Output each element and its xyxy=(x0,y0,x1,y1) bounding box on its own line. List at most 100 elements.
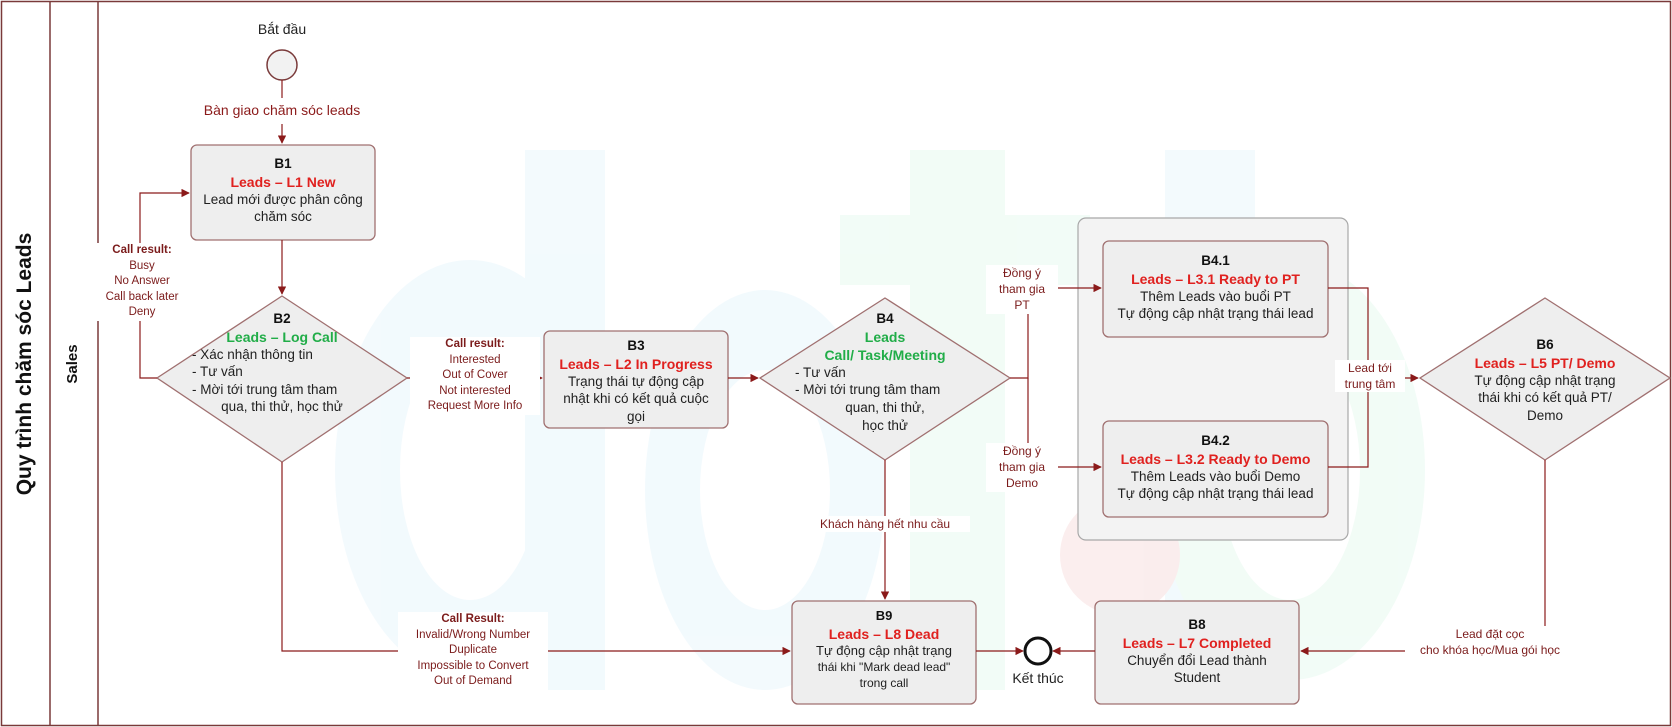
b8-line: Student xyxy=(1173,670,1221,686)
edge-b2-to-b9 xyxy=(281,462,791,656)
b42-line: Thêm Leads vào buổi Demo xyxy=(1130,468,1301,484)
b9-line: trong call xyxy=(859,675,909,690)
b1-line: chăm sóc xyxy=(254,209,312,225)
loop-back-line: Busy xyxy=(129,259,155,272)
b2-to-b3-title: Call result: xyxy=(445,338,505,350)
b3-box[interactable] xyxy=(543,330,729,429)
b9-box[interactable] xyxy=(791,600,977,705)
b4-to-b42-line: tham gia xyxy=(998,460,1046,475)
b2-to-b9-label: Call Result: Invalid/Wrong Number Duplic… xyxy=(398,612,548,690)
start-edge-label: Bàn giao chăm sóc leads xyxy=(177,102,387,120)
b2-to-b3-label: Call result: Interested Out of Cover Not… xyxy=(410,337,540,415)
b6-line: Tự động cập nhật trạng xyxy=(1474,372,1616,388)
b4-line: quan, thi thử, xyxy=(845,400,925,416)
start-event[interactable] xyxy=(266,49,298,81)
b6-status: Leads – L5 PT/ Demo xyxy=(1474,354,1616,371)
b41-box[interactable] xyxy=(1102,240,1329,338)
lane-title: Sales xyxy=(64,344,81,384)
start-label: Bắt đầu xyxy=(257,21,307,37)
b2-to-b9-line: Impossible to Convert xyxy=(417,659,529,672)
pool-title: Quy trình chăm sóc Leads xyxy=(13,232,36,496)
b42-box[interactable] xyxy=(1102,420,1329,518)
b2-to-b9-line: Out of Demand xyxy=(434,675,512,688)
b2-to-b9-line: Invalid/Wrong Number xyxy=(415,628,531,641)
b4-id: B4 xyxy=(876,311,894,326)
b4-to-b41-line: PT xyxy=(1014,298,1030,313)
b2-to-b3-line: Request More Info xyxy=(427,400,523,413)
b2-to-b9-line: Duplicate xyxy=(449,644,497,657)
b1-id: B1 xyxy=(274,156,292,171)
b1-status: Leads – L1 New xyxy=(230,173,336,190)
b8-id: B8 xyxy=(1188,617,1206,632)
b3-line: Trạng thái tự động cập xyxy=(567,373,705,389)
b8-line: Chuyển đổi Lead thành xyxy=(1127,652,1267,668)
b2-line: - Xác nhận thông tin xyxy=(192,346,313,362)
b8-box[interactable] xyxy=(1094,600,1300,705)
b6-to-b8-line: cho khóa học/Mua gói học xyxy=(1419,643,1561,658)
edge-b4-to-b41 xyxy=(1010,283,1102,379)
b42-line: Tự động cập nhật trạng thái lead xyxy=(1117,486,1314,502)
b3-status: Leads – L2 In Progress xyxy=(559,355,713,372)
b3-id: B3 xyxy=(627,338,645,353)
b3-text: B3 Leads – L2 In Progress Trạng thái tự … xyxy=(544,337,728,425)
b2-to-b9-title: Call Result: xyxy=(441,613,505,625)
b6-line: thái khi có kết quả PT/ xyxy=(1478,390,1612,406)
end-event[interactable] xyxy=(1023,636,1053,666)
to-b6-label: Lead tới trung tâm xyxy=(1335,360,1405,393)
b9-line: thái khi "Mark dead lead" xyxy=(817,659,951,674)
loop-back-line: Call back later xyxy=(105,290,179,303)
loop-back-line: No Answer xyxy=(114,275,170,288)
b1-text: B1 Leads – L1 New Lead mới được phân côn… xyxy=(191,155,375,226)
b6-line: Demo xyxy=(1526,407,1563,423)
to-b6-line: Lead tới xyxy=(1348,361,1392,375)
b2-line: - Tư vấn xyxy=(192,364,243,380)
b3-line: gọi xyxy=(626,408,645,424)
b4-to-b42-line: Đồng ý xyxy=(1002,444,1042,458)
to-b6-line: trung tâm xyxy=(1344,377,1396,392)
b8-status: Leads – L7 Completed xyxy=(1122,634,1272,651)
b42-text: B4.2 Leads – L3.2 Ready to Demo Thêm Lea… xyxy=(1103,432,1328,503)
b6-text: B6 Leads – L5 PT/ Demo Tự động cập nhật … xyxy=(1455,336,1635,424)
b42-status: Leads – L3.2 Ready to Demo xyxy=(1120,450,1311,467)
loop-back-label: Call result: Busy No Answer Call back la… xyxy=(96,243,188,321)
b41-line: Tự động cập nhật trạng thái lead xyxy=(1117,306,1314,322)
b4-to-b42-label: Đồng ý tham gia Demo xyxy=(986,443,1058,492)
b2-line: - Mời tới trung tâm tham xyxy=(192,381,338,397)
b2-id: B2 xyxy=(273,311,291,326)
b8-text: B8 Leads – L7 Completed Chuyển đổi Lead … xyxy=(1095,616,1299,687)
b2-to-b3-line: Out of Cover xyxy=(442,369,508,382)
b1-line: Lead mới được phân công xyxy=(203,191,363,207)
b42-id: B4.2 xyxy=(1201,433,1230,448)
b41-id: B4.1 xyxy=(1201,253,1230,268)
b2-to-b3-line: Not interested xyxy=(439,384,511,397)
loop-back-line: Deny xyxy=(128,306,156,319)
b2-text: B2 Leads – Log Call - Xác nhận thông tin… xyxy=(192,310,372,416)
b4-to-b9-label: Khách hàng hết nhu cầu xyxy=(800,516,970,533)
b4-to-b41-line: Đồng ý xyxy=(1002,266,1042,280)
b4-text: B4 Leads Call/ Task/Meeting - Tư vấn - M… xyxy=(795,310,975,434)
b3-line: nhật khi có kết quả cuộc xyxy=(563,391,709,407)
b6-id: B6 xyxy=(1536,337,1554,352)
b1-box[interactable] xyxy=(190,144,376,241)
b9-line: Tự động cập nhật trạng xyxy=(816,643,952,659)
b2-line: qua, thi thử, học thử xyxy=(221,399,343,415)
b6-to-b8-line: Lead đặt cọc xyxy=(1455,627,1525,641)
b41-line: Thêm Leads vào buổi PT xyxy=(1140,288,1291,304)
b4-status-2: Call/ Task/Meeting xyxy=(824,346,946,363)
b4-line: - Tư vấn xyxy=(795,364,846,380)
b4-to-b42-line: Demo xyxy=(1005,476,1038,491)
b2-status: Leads – Log Call xyxy=(226,328,338,345)
loop-back-title: Call result: xyxy=(112,244,172,256)
b9-status: Leads – L8 Dead xyxy=(828,625,940,642)
b41-text: B4.1 Leads – L3.1 Ready to PT Thêm Leads… xyxy=(1103,252,1328,323)
end-label: Kết thúc xyxy=(1012,670,1064,686)
b6-to-b8-label: Lead đặt cọc cho khóa học/Mua gói học xyxy=(1405,626,1575,659)
b4-to-b41-line: tham gia xyxy=(998,282,1046,297)
b2-to-b3-line: Interested xyxy=(449,353,501,366)
b4-line: học thử xyxy=(862,417,908,433)
b4-to-b41-label: Đồng ý tham gia PT xyxy=(986,265,1058,314)
b41-status: Leads – L3.1 Ready to PT xyxy=(1131,270,1300,287)
